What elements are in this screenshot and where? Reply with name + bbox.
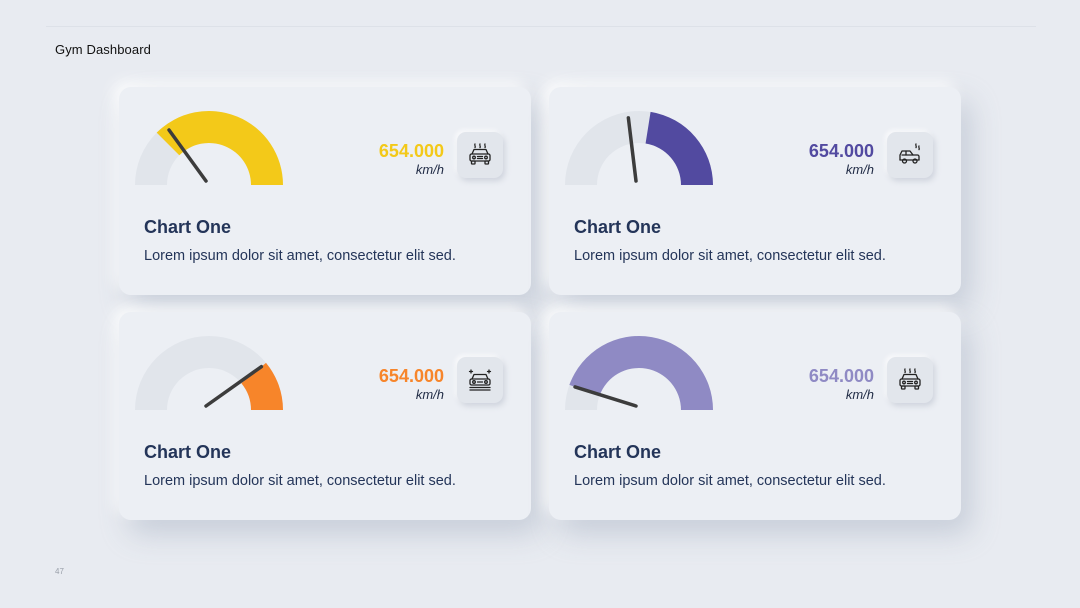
gauge-chart: [565, 336, 713, 410]
card-description: Lorem ipsum dolor sit amet, consectetur …: [144, 473, 456, 489]
speed-unit: km/h: [845, 162, 874, 177]
car-front-sparkle-icon: [457, 357, 503, 403]
gauge-card: 654.000 km/h Chart One Lorem ipsum dolor…: [119, 87, 531, 295]
card-title: Chart One: [144, 217, 232, 237]
speed-value: 654.000: [378, 141, 444, 161]
gauge-fill: [569, 336, 713, 410]
page-number: 47: [55, 567, 64, 576]
page-title: Gym Dashboard: [55, 42, 151, 57]
card-description: Lorem ipsum dolor sit amet, consectetur …: [144, 248, 456, 264]
gauge-track: [135, 336, 283, 410]
card-description: Lorem ipsum dolor sit amet, consectetur …: [574, 473, 886, 489]
gauge-fill: [156, 111, 283, 185]
gauge-needle: [573, 385, 638, 408]
value-block: 654.000 km/h: [809, 141, 874, 177]
speed-value: 654.000: [378, 366, 444, 386]
speed-unit: km/h: [845, 387, 874, 402]
gauge-card: 654.000 km/h Chart One Lorem ipsum dolor…: [119, 312, 531, 520]
value-block: 654.000 km/h: [379, 366, 444, 402]
gauge-chart: [135, 111, 283, 185]
value-block: 654.000 km/h: [809, 366, 874, 402]
speed-value: 654.000: [808, 366, 874, 386]
speed-value: 654.000: [808, 141, 874, 161]
gauge-card: 654.000 km/h Chart One Lorem ipsum dolor…: [549, 87, 961, 295]
gauge-needle: [626, 116, 638, 183]
top-divider: [46, 26, 1036, 27]
speed-unit: km/h: [415, 162, 444, 177]
value-block: 654.000 km/h: [379, 141, 444, 177]
card-title: Chart One: [144, 442, 232, 462]
gauge-chart: [565, 111, 713, 185]
car-front-overheat-icon: [457, 132, 503, 178]
card-description: Lorem ipsum dolor sit amet, consectetur …: [574, 248, 886, 264]
gauge-chart: [135, 336, 283, 410]
gauge-needle: [204, 364, 264, 408]
card-title: Chart One: [574, 442, 662, 462]
speed-unit: km/h: [415, 387, 444, 402]
car-side-smoke-icon: [887, 132, 933, 178]
card-title: Chart One: [574, 217, 662, 237]
gauge-card: 654.000 km/h Chart One Lorem ipsum dolor…: [549, 312, 961, 520]
car-front-overheat-icon: [887, 357, 933, 403]
gauge-needle: [167, 128, 208, 183]
gauge-fill: [645, 111, 713, 185]
